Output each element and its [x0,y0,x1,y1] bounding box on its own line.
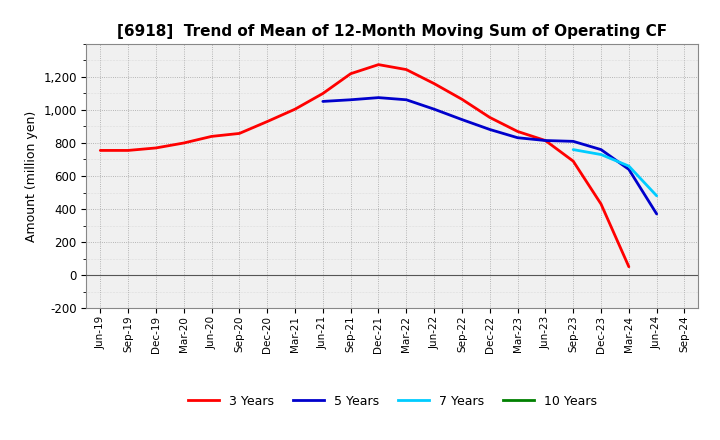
Line: 3 Years: 3 Years [100,65,629,267]
7 Years [597,152,606,157]
5 Years [485,127,494,132]
3 Years [263,119,271,124]
Y-axis label: Amount (million yen): Amount (million yen) [24,110,37,242]
Legend: 3 Years, 5 Years, 7 Years, 10 Years: 3 Years, 5 Years, 7 Years, 10 Years [183,390,602,413]
3 Years [485,115,494,120]
5 Years [597,147,606,152]
3 Years [541,138,550,143]
5 Years [346,97,355,103]
7 Years [624,163,633,169]
Line: 5 Years: 5 Years [323,98,657,214]
5 Years [458,117,467,122]
5 Years [430,106,438,112]
3 Years [569,158,577,164]
7 Years [569,147,577,152]
3 Years [318,91,327,96]
5 Years [541,138,550,143]
3 Years [624,264,633,269]
5 Years [402,97,410,103]
3 Years [179,140,188,146]
5 Years [569,139,577,144]
3 Years [124,148,132,153]
3 Years [402,67,410,72]
5 Years [624,167,633,172]
Title: [6918]  Trend of Mean of 12-Month Moving Sum of Operating CF: [6918] Trend of Mean of 12-Month Moving … [117,24,667,39]
3 Years [597,202,606,207]
3 Years [96,148,104,153]
3 Years [374,62,383,67]
5 Years [374,95,383,100]
3 Years [207,134,216,139]
7 Years [652,193,661,198]
3 Years [346,71,355,76]
3 Years [430,81,438,86]
5 Years [513,135,522,140]
Line: 7 Years: 7 Years [573,150,657,196]
3 Years [291,106,300,112]
3 Years [152,145,161,150]
3 Years [458,97,467,102]
3 Years [513,129,522,134]
5 Years [318,99,327,104]
3 Years [235,131,243,136]
5 Years [652,211,661,216]
